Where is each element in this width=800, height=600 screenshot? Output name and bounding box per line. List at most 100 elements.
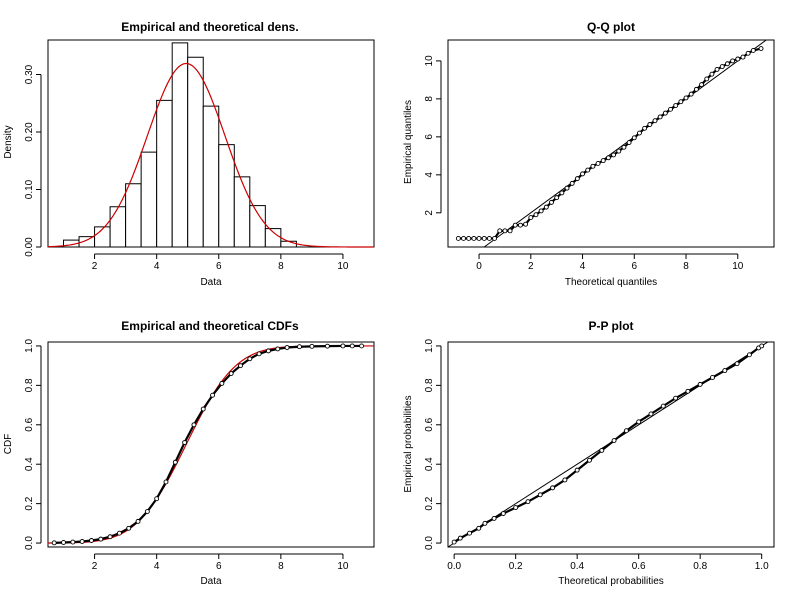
chart-title: P-P plot bbox=[588, 319, 633, 333]
data-point bbox=[599, 447, 605, 453]
x-axis-label: Data bbox=[200, 576, 222, 587]
data-point bbox=[621, 144, 627, 150]
data-point bbox=[673, 395, 679, 401]
x-tick-label: 1.0 bbox=[755, 561, 769, 572]
empirical-cdf-point bbox=[247, 356, 253, 362]
data-point bbox=[497, 228, 503, 234]
data-point bbox=[455, 236, 461, 241]
y-tick-label: 0.00 bbox=[24, 237, 35, 257]
data-point bbox=[585, 167, 591, 173]
y-tick-label: 0.30 bbox=[24, 64, 35, 84]
x-tick-label: 8 bbox=[683, 261, 689, 272]
data-point bbox=[697, 381, 703, 387]
data-point bbox=[683, 95, 689, 101]
x-tick-label: 2 bbox=[528, 261, 534, 272]
empirical-cdf-point bbox=[265, 348, 271, 354]
empirical-cdf-point bbox=[70, 539, 76, 545]
x-tick-label: 4 bbox=[154, 261, 160, 272]
data-point bbox=[636, 419, 642, 425]
chart-title: Empirical and theoretical CDFs bbox=[121, 319, 299, 333]
data-point bbox=[471, 236, 477, 241]
data-point bbox=[513, 505, 519, 511]
empirical-cdf-point bbox=[349, 343, 355, 349]
data-point bbox=[637, 130, 642, 136]
x-ticks: 0.0 0.2 0.4 0.6 0.8 1.0 bbox=[447, 553, 769, 572]
data-point bbox=[537, 492, 543, 498]
data-point bbox=[574, 176, 580, 182]
data-point bbox=[745, 50, 751, 56]
data-point bbox=[662, 110, 668, 116]
data-point bbox=[587, 457, 592, 463]
data-point bbox=[668, 106, 673, 112]
panel-cdf: Empirical and theoretical CDFs Data CDF … bbox=[3, 319, 375, 587]
y-axis-label: Density bbox=[3, 125, 14, 158]
empirical-cdf-point bbox=[116, 530, 122, 536]
empirical-cdf-point bbox=[126, 525, 132, 531]
data-point bbox=[507, 228, 513, 234]
pp-points bbox=[451, 343, 765, 545]
data-point bbox=[595, 160, 601, 166]
data-point bbox=[740, 54, 746, 60]
x-ticks: 2 4 6 8 10 bbox=[92, 553, 349, 572]
data-point bbox=[486, 236, 492, 241]
data-point bbox=[722, 368, 728, 374]
x-tick-label: 0.2 bbox=[509, 561, 523, 572]
empirical-cdf-point bbox=[219, 380, 225, 386]
data-point bbox=[734, 361, 740, 367]
data-point bbox=[574, 467, 580, 473]
histogram-bar bbox=[140, 151, 158, 248]
y-tick-label: 1.0 bbox=[24, 339, 35, 353]
data-point bbox=[746, 352, 752, 358]
x-tick-label: 4 bbox=[580, 261, 586, 272]
panel-qq: Q-Q plot Theoretical quantiles Empirical… bbox=[403, 20, 775, 288]
data-point bbox=[554, 195, 560, 201]
data-point bbox=[543, 204, 549, 210]
data-point bbox=[466, 236, 472, 241]
y-tick-label: 0.4 bbox=[424, 457, 435, 471]
y-tick-label: 0.4 bbox=[24, 457, 35, 471]
empirical-cdf-line bbox=[54, 344, 362, 544]
data-point bbox=[491, 515, 497, 521]
data-point bbox=[512, 222, 518, 228]
empirical-cdf-point bbox=[340, 343, 346, 349]
x-tick-label: 2 bbox=[92, 561, 98, 572]
data-point bbox=[528, 215, 534, 221]
theoretical-cdf-curve bbox=[47, 345, 374, 544]
data-point bbox=[482, 520, 488, 526]
empirical-cdf-point bbox=[154, 496, 160, 502]
data-point bbox=[564, 185, 570, 191]
x-tick-label: 8 bbox=[278, 561, 284, 572]
data-point bbox=[724, 61, 730, 67]
data-point bbox=[685, 388, 691, 394]
data-point bbox=[719, 64, 725, 70]
identity-line bbox=[483, 39, 767, 248]
data-point bbox=[730, 58, 736, 64]
y-ticks: 0.0 0.2 0.4 0.6 0.8 1.0 bbox=[24, 339, 42, 550]
data-point bbox=[538, 208, 544, 214]
data-point bbox=[709, 71, 715, 77]
empirical-cdf-point bbox=[135, 518, 141, 524]
histogram-bar bbox=[233, 176, 251, 248]
x-ticks: 0 2 4 6 8 10 bbox=[476, 253, 744, 272]
empirical-cdf-point bbox=[275, 346, 281, 352]
x-tick-label: 6 bbox=[216, 261, 222, 272]
empirical-cdf-point bbox=[210, 392, 216, 398]
data-point bbox=[647, 122, 653, 127]
panel-pp: P-P plot Theoretical probabilities Empir… bbox=[403, 319, 775, 587]
data-point bbox=[648, 411, 654, 417]
cdf-curve-path bbox=[47, 345, 374, 544]
empirical-cdf-point bbox=[51, 540, 57, 546]
histogram-bar bbox=[249, 205, 266, 248]
data-point bbox=[605, 155, 611, 161]
data-point bbox=[502, 228, 508, 234]
data-point bbox=[673, 103, 679, 108]
x-tick-label: 10 bbox=[337, 261, 349, 272]
x-tick-label: 6 bbox=[216, 561, 222, 572]
data-point bbox=[735, 56, 741, 62]
data-point bbox=[652, 118, 658, 124]
data-point bbox=[660, 403, 666, 409]
empirical-cdf-point bbox=[144, 509, 150, 514]
x-tick-label: 10 bbox=[732, 261, 744, 272]
x-axis-label: Data bbox=[200, 277, 222, 288]
data-point bbox=[657, 114, 663, 120]
